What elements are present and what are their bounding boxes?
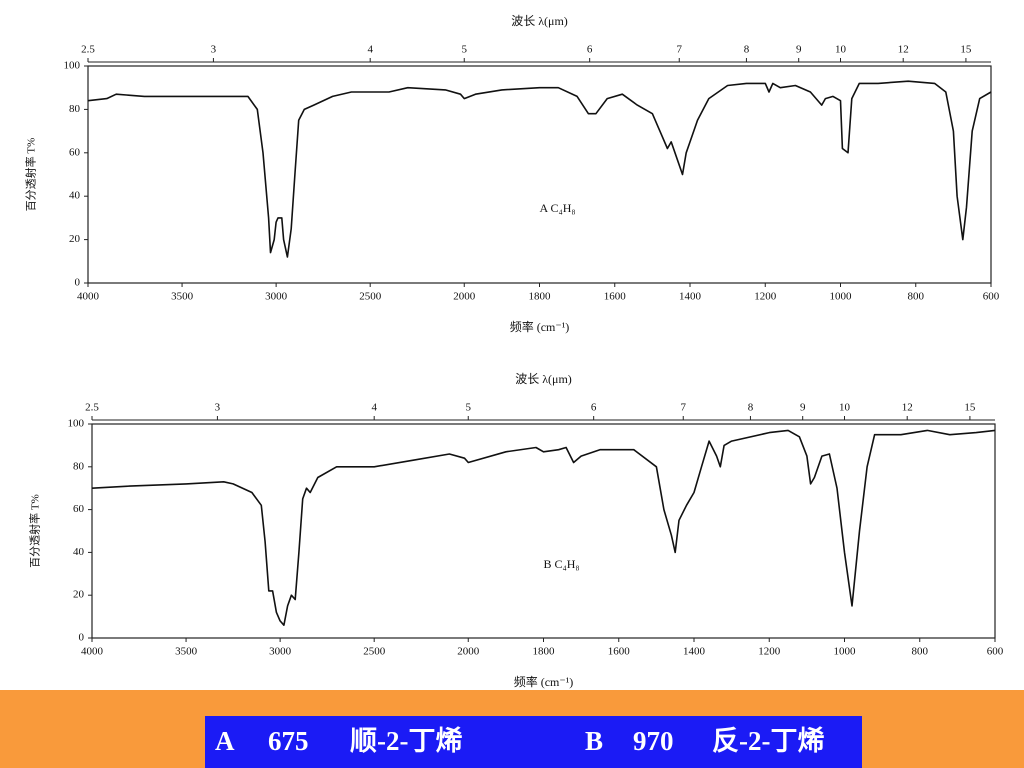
x-tick-label: 2500 — [359, 291, 382, 303]
x2-tick-label: 6 — [591, 402, 597, 414]
x-axis-label: 频率 (cm⁻¹) — [514, 674, 574, 689]
x-tick-label: 2000 — [453, 291, 476, 303]
y-tick-label: 40 — [69, 190, 81, 202]
x-tick-label: 1600 — [608, 646, 631, 658]
x2-tick-label: 12 — [898, 44, 909, 56]
x-tick-label: 3500 — [175, 646, 198, 658]
x2-tick-label: 12 — [902, 402, 913, 414]
x-tick-label: 600 — [983, 291, 1000, 303]
banner-text: 反-2-丁烯 — [712, 726, 824, 756]
x2-tick-label: 7 — [681, 402, 687, 414]
spectrum-line — [91, 429, 996, 626]
x-tick-label: 1800 — [533, 646, 556, 658]
x2-tick-label: 10 — [839, 402, 851, 414]
y-tick-label: 80 — [73, 460, 85, 472]
banner-text: B — [585, 726, 603, 756]
x-tick-label: 1200 — [758, 646, 781, 658]
x2-tick-label: 2.5 — [85, 402, 99, 414]
x-tick-label: 4000 — [77, 291, 100, 303]
x-tick-label: 600 — [987, 646, 1004, 658]
y-tick-label: 60 — [73, 503, 85, 515]
x-tick-label: 800 — [912, 646, 929, 658]
spectrum-line — [87, 80, 992, 258]
annotation: B C₄H₈ — [544, 557, 580, 571]
x2-tick-label: 5 — [466, 402, 472, 414]
x-tick-label: 800 — [908, 291, 925, 303]
y-axis-label: 百分透射率 T% — [28, 494, 42, 568]
x-tick-label: 3500 — [171, 291, 194, 303]
y-tick-label: 80 — [69, 103, 81, 115]
x-tick-label: 1000 — [830, 291, 853, 303]
x2-tick-label: 4 — [371, 402, 377, 414]
x-tick-label: 2500 — [363, 646, 386, 658]
y-tick-label: 40 — [73, 546, 85, 558]
plot-frame — [87, 65, 992, 284]
x-tick-label: 1400 — [679, 291, 702, 303]
x-tick-label: 1400 — [683, 646, 706, 658]
x-tick-label: 2000 — [457, 646, 480, 658]
x-tick-label: 3000 — [265, 291, 288, 303]
x2-tick-label: 7 — [677, 44, 683, 56]
x2-tick-label: 5 — [462, 44, 468, 56]
x2-tick-label: 8 — [744, 44, 750, 56]
x-axis-label: 频率 (cm⁻¹) — [510, 319, 570, 334]
x2-tick-label: 6 — [587, 44, 593, 56]
top-axis-label: 波长 λ(μm) — [511, 14, 568, 28]
banner-text: 970 — [633, 726, 674, 756]
x-tick-label: 1000 — [834, 646, 857, 658]
x2-tick-label: 10 — [835, 44, 847, 56]
y-tick-label: 20 — [69, 233, 81, 245]
y-tick-label: 0 — [75, 277, 81, 289]
top-axis-label: 波长 λ(μm) — [515, 372, 572, 386]
y-tick-label: 100 — [64, 60, 81, 72]
x2-tick-label: 3 — [215, 402, 221, 414]
x-tick-label: 1200 — [754, 291, 777, 303]
x2-tick-label: 15 — [964, 402, 976, 414]
y-axis-label: 百分透射率 T% — [24, 138, 38, 212]
y-tick-label: 20 — [73, 589, 85, 601]
x2-tick-label: 8 — [748, 402, 754, 414]
y-tick-label: 60 — [69, 146, 81, 158]
x2-tick-label: 2.5 — [81, 44, 95, 56]
annotation: A C₄H₈ — [540, 201, 576, 215]
x2-tick-label: 9 — [796, 44, 802, 56]
banner-text: 顺-2-丁烯 — [350, 726, 462, 756]
x2-tick-label: 3 — [211, 44, 217, 56]
banner-text: A — [215, 726, 235, 756]
x-tick-label: 1600 — [604, 291, 627, 303]
x-tick-label: 4000 — [81, 646, 104, 658]
x2-tick-label: 9 — [800, 402, 806, 414]
x-tick-label: 1800 — [529, 291, 552, 303]
banner-box — [205, 716, 862, 768]
y-tick-label: 100 — [68, 418, 85, 430]
x2-tick-label: 15 — [960, 44, 972, 56]
x2-tick-label: 4 — [367, 44, 373, 56]
x-tick-label: 3000 — [269, 646, 292, 658]
y-tick-label: 0 — [79, 632, 85, 644]
banner-text: 675 — [268, 726, 309, 756]
